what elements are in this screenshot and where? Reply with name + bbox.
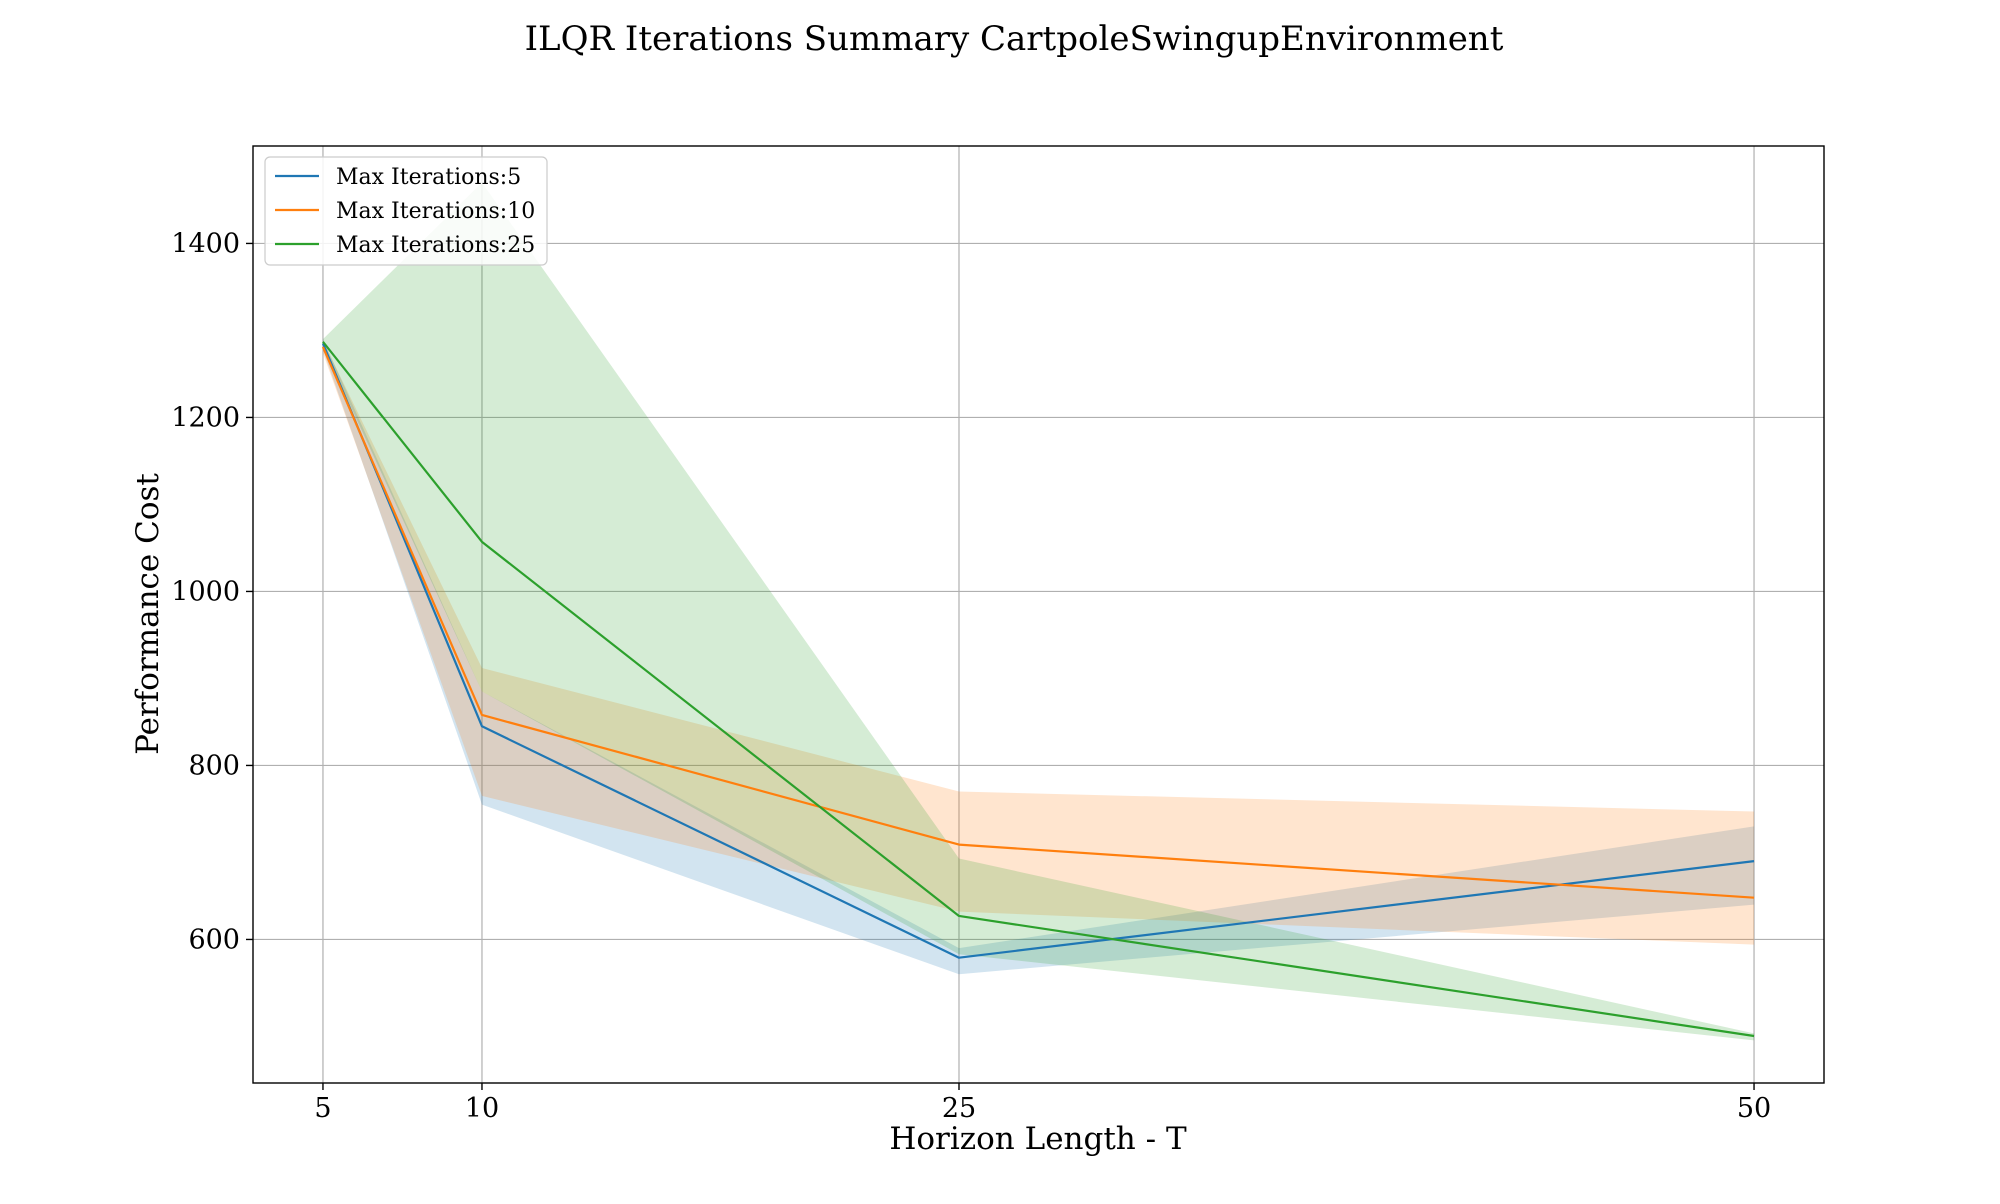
y-tick-label: 600 — [188, 924, 240, 955]
y-axis-label: Performance Cost — [130, 473, 166, 755]
legend: Max Iterations:5 Max Iterations:10 Max Ite… — [265, 157, 547, 265]
x-tick-label: 50 — [1737, 1093, 1771, 1124]
y-tick-label: 800 — [188, 750, 240, 781]
y-axis-ticks: 600 800 1000 1200 1400 — [171, 228, 253, 955]
legend-label-1: Max Iterations:5 — [336, 165, 521, 190]
y-tick-label: 1200 — [171, 402, 240, 433]
y-tick-label: 1000 — [171, 576, 240, 607]
chart-title: ILQR Iterations Summary CartpoleSwingupE… — [525, 19, 1504, 59]
legend-label-2: Max Iterations:10 — [336, 199, 535, 224]
confidence-bands — [323, 183, 1754, 1041]
x-tick-label: 10 — [465, 1093, 499, 1124]
legend-label-3: Max Iterations:25 — [336, 233, 535, 258]
y-tick-label: 1400 — [171, 228, 240, 259]
x-tick-label: 25 — [942, 1093, 976, 1124]
x-axis-ticks: 5 10 25 50 — [314, 1083, 1771, 1124]
x-axis-label: Horizon Length - T — [889, 1121, 1187, 1157]
x-tick-label: 5 — [314, 1093, 331, 1124]
